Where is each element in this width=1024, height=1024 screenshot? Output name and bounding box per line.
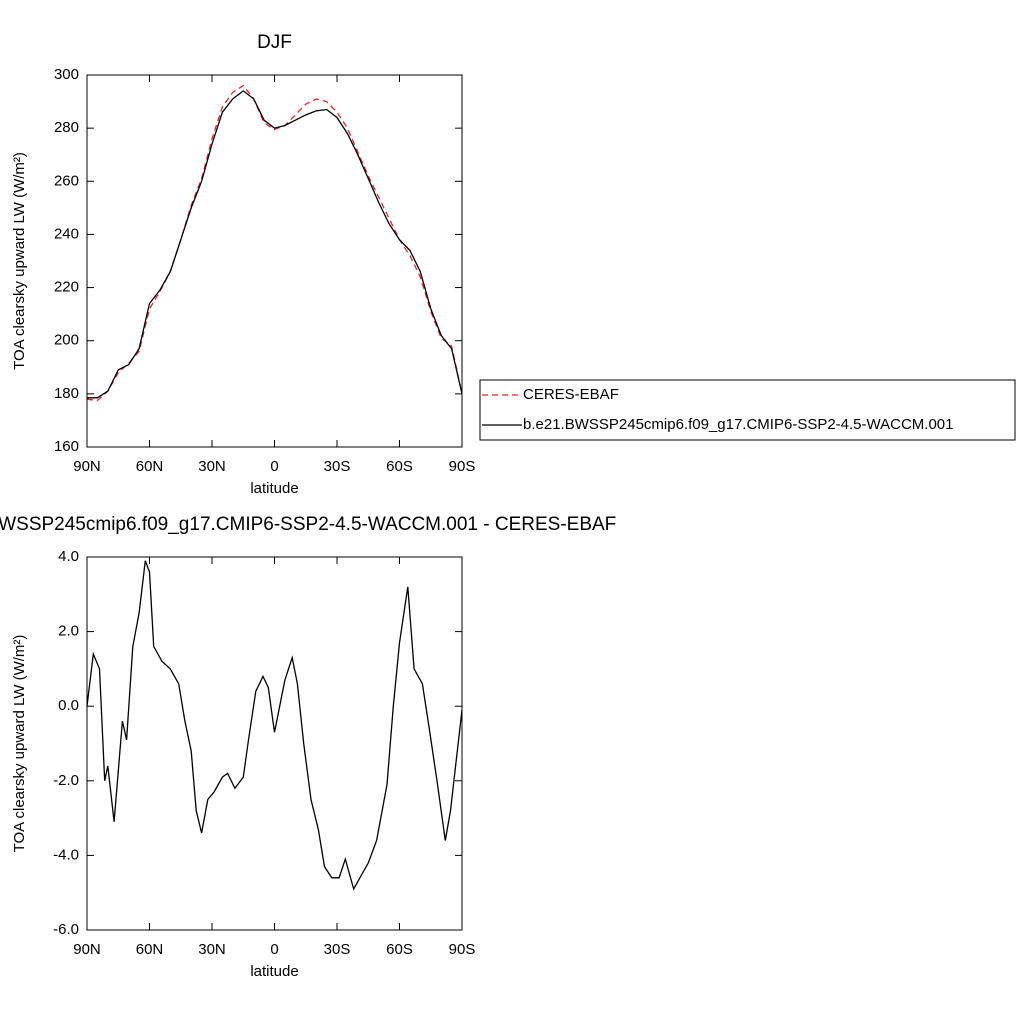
y-tick-label: 300 xyxy=(54,66,79,83)
x-tick-label: 30S xyxy=(324,458,351,475)
y-tick-label: 2.0 xyxy=(58,623,79,640)
y-axis-label: TOA clearsky upward LW (W/m²) xyxy=(11,152,28,370)
plot-frame xyxy=(86,74,463,448)
x-tick-label: 90S xyxy=(449,458,476,475)
y-tick-label: 200 xyxy=(54,332,79,349)
y-tick-label: 280 xyxy=(54,119,79,136)
y-axis-label: TOA clearsky upward LW (W/m²) xyxy=(11,635,28,853)
chart-title: DJF xyxy=(257,32,292,53)
y-tick-label: -6.0 xyxy=(53,921,79,938)
x-tick-label: 90S xyxy=(449,941,476,958)
y-tick-label: 240 xyxy=(54,225,79,242)
y-tick-label: 0.0 xyxy=(58,697,79,714)
x-tick-label: 60N xyxy=(136,458,164,475)
x-tick-label: 90N xyxy=(73,458,101,475)
legend-label: CERES-EBAF xyxy=(523,386,619,403)
y-tick-label: -4.0 xyxy=(53,846,79,863)
x-tick-label: 60N xyxy=(136,941,164,958)
legend-box xyxy=(479,379,1016,441)
y-tick-label: 220 xyxy=(54,279,79,296)
x-tick-label: 30N xyxy=(198,941,226,958)
series-line xyxy=(86,84,463,402)
x-tick-label: 30S xyxy=(324,941,351,958)
series-line xyxy=(87,90,463,399)
x-tick-label: 0 xyxy=(270,941,278,958)
x-tick-label: 30N xyxy=(198,458,226,475)
x-tick-label: 0 xyxy=(270,458,278,475)
y-tick-label: 160 xyxy=(54,438,79,455)
series-line xyxy=(86,560,463,891)
plot-frame xyxy=(86,556,463,931)
y-tick-label: -2.0 xyxy=(53,772,79,789)
x-axis-label: latitude xyxy=(250,963,298,980)
chart-title: b.e21.BWSSP245cmip6.f09_g17.CMIP6-SSP2-4… xyxy=(0,514,616,535)
x-tick-label: 60S xyxy=(386,458,413,475)
x-tick-label: 60S xyxy=(386,941,413,958)
x-tick-label: 90N xyxy=(73,941,101,958)
legend-label: b.e21.BWSSP245cmip6.f09_g17.CMIP6-SSP2-4… xyxy=(523,416,953,433)
y-tick-label: 4.0 xyxy=(58,548,79,565)
x-axis-label: latitude xyxy=(250,480,298,497)
y-tick-label: 260 xyxy=(54,172,79,189)
y-tick-label: 180 xyxy=(54,385,79,402)
